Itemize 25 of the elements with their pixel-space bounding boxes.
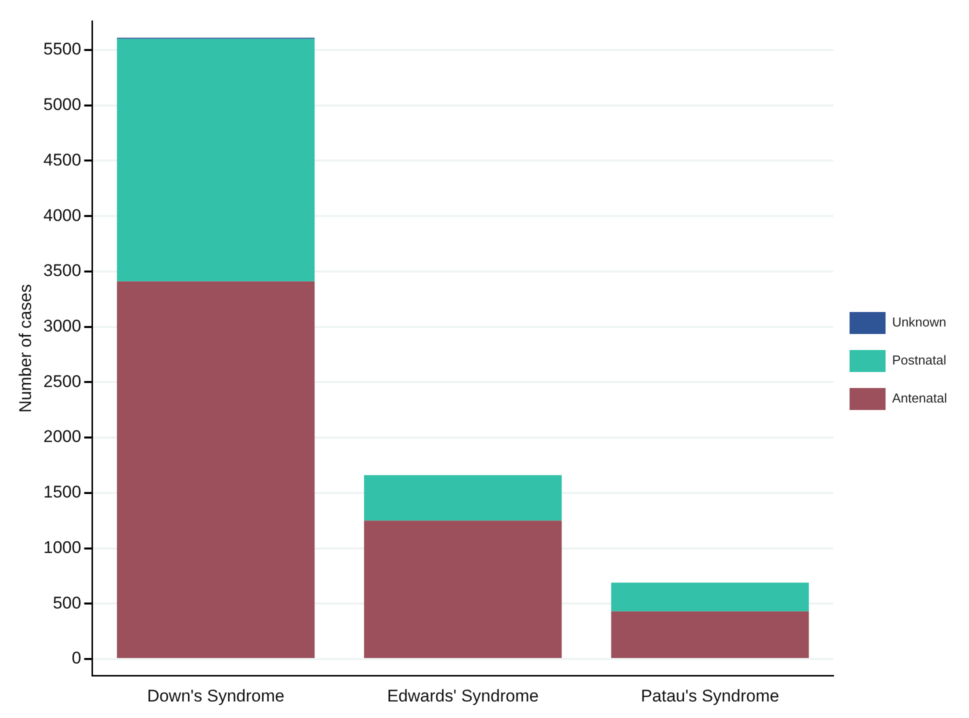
y-tick-label: 3500 — [43, 261, 82, 280]
y-tick-label: 2000 — [43, 427, 82, 446]
x-tick-label: Edwards' Syndrome — [387, 686, 539, 706]
bar — [116, 281, 315, 658]
bar — [116, 38, 315, 282]
legend-label: Unknown — [892, 314, 946, 330]
y-tick-label: 0 — [72, 648, 82, 668]
y-tick-label: 3000 — [43, 316, 82, 336]
bar — [364, 475, 562, 521]
legend-label: Postnatal — [892, 352, 946, 368]
y-tick-label: 1500 — [43, 482, 82, 502]
bar — [611, 582, 809, 612]
bar — [611, 611, 809, 658]
x-tick-label: Patau's Syndrome — [640, 686, 780, 706]
bar — [364, 520, 562, 658]
y-tick-label: 5500 — [43, 40, 82, 59]
y-tick-label: 1000 — [43, 538, 82, 557]
y-tick-label: 4000 — [43, 206, 82, 225]
legend-label: Antenatal — [892, 390, 948, 406]
y-tick-label: 500 — [52, 593, 82, 612]
x-tick-label: Down's Syndrome — [147, 686, 284, 706]
y-tick-label: 5000 — [43, 95, 82, 114]
y-axis-title: Number of cases — [16, 284, 35, 413]
y-tick-label: 4500 — [43, 150, 82, 170]
y-tick-label: 2500 — [43, 372, 82, 391]
